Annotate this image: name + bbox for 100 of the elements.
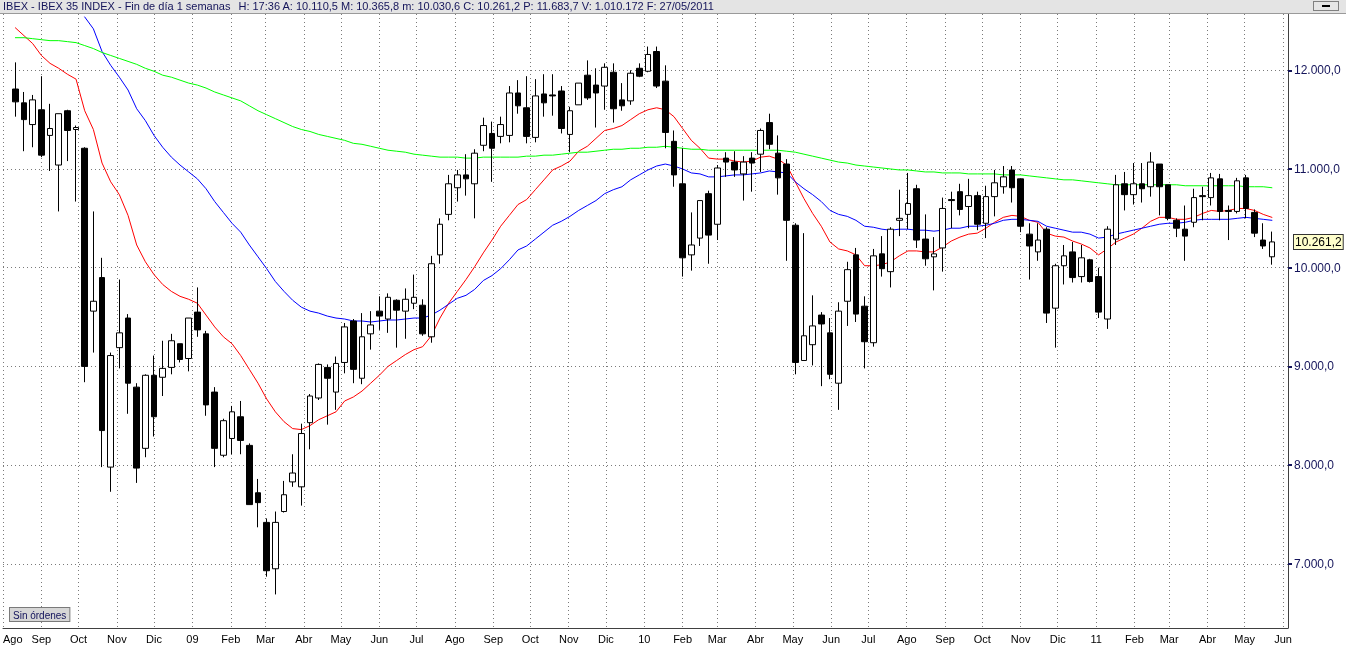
candlestick	[645, 46, 651, 73]
y-tick-label: 11.000,0	[1294, 161, 1341, 176]
x-tick-label: Sep	[31, 632, 52, 645]
candlestick	[1009, 165, 1015, 204]
candlestick	[1191, 188, 1197, 228]
candlestick	[454, 169, 461, 203]
candlestick	[1225, 205, 1232, 241]
candlestick	[939, 197, 946, 273]
candlestick	[21, 91, 27, 152]
candlestick	[463, 153, 469, 197]
candlestick	[81, 146, 88, 383]
candlestick	[177, 343, 183, 363]
candlestick	[133, 382, 140, 484]
x-tick-label: 10	[638, 632, 651, 645]
candlestick	[610, 62, 617, 124]
x-tick-label: May	[782, 632, 804, 645]
candlestick	[255, 478, 261, 528]
x-tick-label: Jul	[861, 632, 876, 645]
candlestick	[1078, 244, 1085, 283]
candlestick	[783, 158, 790, 262]
candlestick	[905, 172, 911, 230]
candlestick	[151, 355, 157, 437]
x-tick-label: Sep	[483, 632, 504, 645]
candlestick	[1147, 151, 1154, 198]
candlestick	[99, 257, 105, 468]
candlestick	[809, 294, 816, 366]
line-series	[14, 27, 1273, 431]
candlestick	[437, 217, 443, 265]
candlestick	[1061, 244, 1067, 285]
x-tick-label: Feb	[1125, 632, 1144, 645]
x-tick-label: Oct	[973, 632, 991, 645]
candlestick	[549, 73, 556, 117]
candlestick	[541, 73, 547, 118]
x-tick-label: Jul	[409, 632, 424, 645]
candlestick	[298, 423, 305, 507]
candlestick	[575, 82, 582, 106]
candlestick	[1182, 205, 1188, 262]
candlestick	[47, 103, 53, 172]
candlestick	[671, 129, 677, 188]
candlestick	[697, 200, 703, 247]
candlestick	[185, 317, 192, 372]
x-tick-label: Feb	[221, 632, 241, 645]
candlestick	[55, 113, 62, 212]
candlestick	[1139, 162, 1145, 204]
text: 10.261,2	[1295, 234, 1343, 249]
x-tick-label: Jun	[822, 632, 841, 645]
candlestick	[974, 191, 981, 231]
chart-subtitle: H: 17:36 A: 10.110,5 M: 10.365,8 m: 10.030,6 C: 10.261,2 P: 11.683,7 V: 1.010.172 F: 27/05/2011	[238, 0, 714, 12]
candlestick	[1269, 231, 1275, 266]
candlestick	[740, 155, 747, 202]
candlestick	[220, 418, 227, 458]
candlestick	[506, 85, 513, 143]
candlestick	[480, 117, 487, 152]
candlestick	[723, 151, 729, 178]
candlestick	[705, 190, 712, 265]
candlestick	[324, 363, 331, 426]
candlestick	[913, 184, 920, 249]
candlestick	[887, 226, 894, 288]
candlestick	[584, 59, 591, 101]
x-tick-label: Ago	[445, 632, 465, 645]
candlestick	[307, 393, 313, 450]
candlestick	[567, 106, 573, 153]
candlestick	[792, 222, 799, 375]
candlestick	[497, 116, 504, 144]
candlestick	[853, 247, 859, 323]
chart-title: IBEX - IBEX 35 INDEX - Fin de día 1 semanas	[3, 0, 231, 12]
y-tick-label: 8.000,0	[1294, 458, 1335, 473]
candlestick	[965, 178, 972, 229]
candlestick	[12, 61, 19, 118]
candlestick	[1165, 184, 1171, 221]
candlestick	[211, 386, 218, 468]
x-tick-label: May	[330, 632, 352, 645]
candlestick	[636, 62, 643, 78]
x-tick-label: Dic	[597, 632, 615, 645]
x-tick-label: Nov	[558, 632, 580, 645]
candlestick	[749, 151, 755, 193]
candlestick	[948, 191, 955, 229]
candlestick	[159, 340, 166, 397]
y-tick-label: 9.000,0	[1294, 359, 1335, 374]
candlestick	[1095, 267, 1102, 319]
candlestick	[714, 164, 721, 241]
candlestick	[931, 236, 937, 291]
y-tick-label: 10.000,0	[1294, 260, 1342, 275]
candlestick	[64, 109, 71, 162]
x-tick-label: Abr	[1198, 632, 1217, 645]
candlestick	[679, 147, 686, 278]
candlestick	[957, 183, 963, 216]
candlestick	[1017, 178, 1024, 233]
candlestick	[515, 79, 521, 115]
candlestick	[879, 235, 885, 278]
candlestick	[1156, 163, 1163, 216]
candlestick	[619, 82, 625, 112]
candlestick	[775, 134, 781, 196]
candlestick	[1173, 217, 1180, 238]
x-tick-label: Abr	[747, 632, 765, 645]
candlestick	[896, 189, 903, 237]
candlestick	[471, 148, 478, 219]
candlestick	[532, 78, 539, 143]
candlestick	[90, 210, 97, 354]
candlestick	[246, 442, 253, 506]
